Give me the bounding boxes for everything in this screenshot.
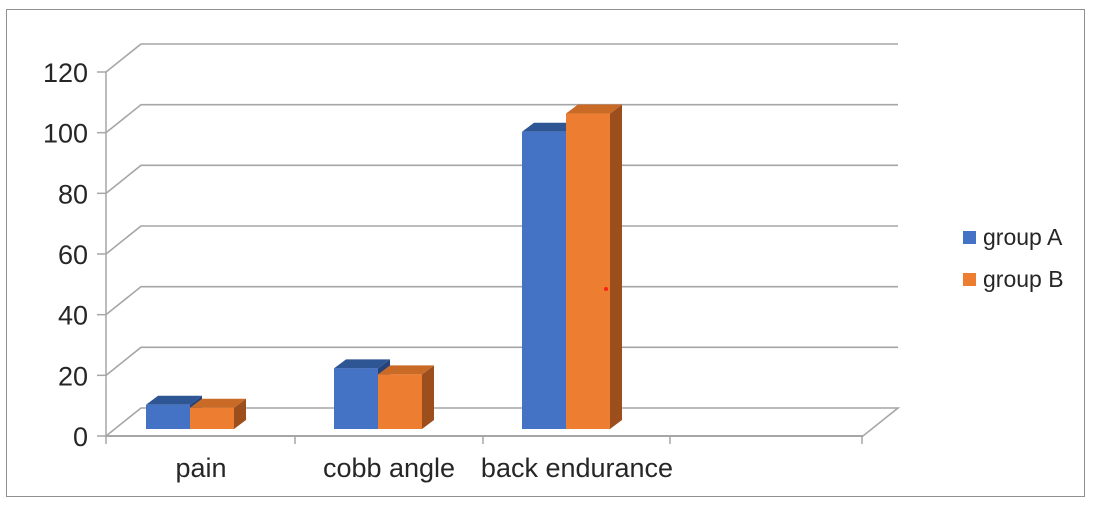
- y-axis-label: 20: [58, 361, 88, 391]
- x-axis-label-cobb-angle: cobb angle: [323, 453, 455, 483]
- bar-group-a-pain-top: [146, 395, 202, 405]
- bar-group-b-cobb-angle-top: [378, 365, 434, 375]
- bar-group-b-cobb-angle-side: [422, 365, 434, 429]
- bar-group-b-pain-top: [190, 398, 246, 408]
- bar-group-a-back-endurance: [522, 131, 566, 429]
- y-axis-label: 120: [43, 58, 88, 88]
- y-axis-label: 100: [43, 119, 88, 149]
- gridline: [105, 43, 898, 73]
- y-axis-label: 60: [58, 240, 88, 270]
- legend-swatch-group-a: [963, 230, 976, 244]
- y-axis-label: 0: [73, 422, 88, 452]
- y-axis-label: 40: [58, 301, 88, 331]
- gridline: [105, 225, 898, 255]
- x-axis-label-pain: pain: [175, 453, 226, 483]
- x-axis-label-back-endurance: back endurance: [481, 453, 673, 483]
- bar-group-a-back-endurance-top: [522, 122, 578, 132]
- legend-item-group-a: group A: [963, 225, 1062, 249]
- bar-group-b-pain: [190, 407, 234, 429]
- legend-label-group-a: group A: [983, 224, 1063, 250]
- legend-item-group-b: group B: [963, 267, 1064, 291]
- artifact-red-dot: [604, 287, 608, 291]
- legend-swatch-group-b: [963, 272, 976, 286]
- bar-group-b-back-endurance: [566, 113, 610, 430]
- gridline: [105, 285, 898, 316]
- bar-group-a-cobb-angle: [334, 368, 378, 429]
- plot-border: [6, 9, 1085, 497]
- bar-group-b-cobb-angle: [378, 374, 422, 429]
- gridline: [105, 164, 898, 194]
- legend-label-group-b: group B: [983, 266, 1064, 292]
- gridline: [105, 103, 898, 134]
- bar-group-b-back-endurance-side: [610, 104, 622, 430]
- gridline: [105, 346, 898, 376]
- bar-group-b-back-endurance-top: [566, 104, 622, 114]
- bar-group-a-pain: [146, 404, 190, 429]
- bar-group-b-pain-side: [234, 398, 246, 429]
- y-axis-label: 80: [58, 179, 88, 209]
- bar-group-a-cobb-angle-top: [334, 359, 390, 369]
